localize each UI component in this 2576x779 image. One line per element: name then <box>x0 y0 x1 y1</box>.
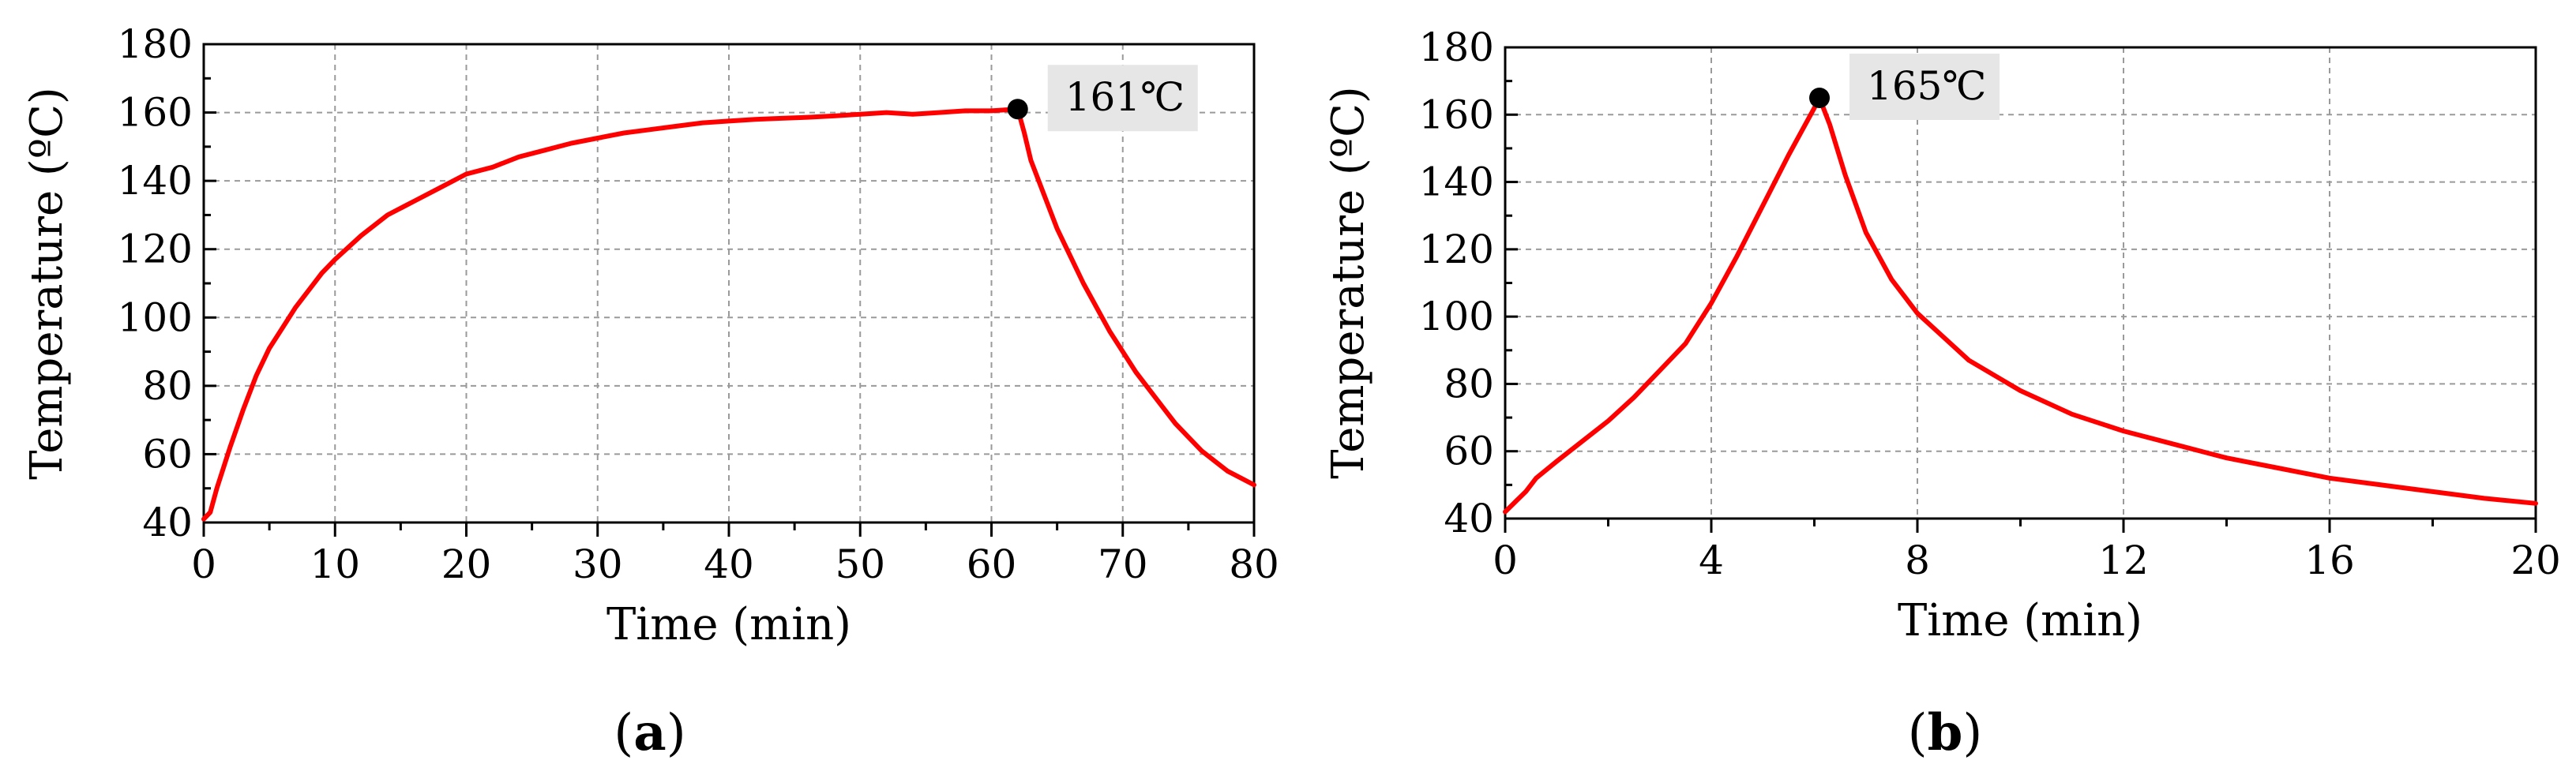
x-tick-label: 0 <box>1493 537 1518 583</box>
y-tick-label: 140 <box>118 158 193 204</box>
y-tick-label: 40 <box>1444 496 1494 541</box>
x-axis-title: Time (min) <box>1898 595 2142 646</box>
y-tick-label: 120 <box>1419 227 1494 272</box>
x-tick-label: 60 <box>967 541 1017 587</box>
peak-marker <box>1007 99 1028 120</box>
panel-label-close: ) <box>667 704 686 762</box>
tick-marks <box>202 43 1256 537</box>
panel-label: (b) <box>1908 703 1983 762</box>
annotation-label: 165℃ <box>1867 63 1986 109</box>
panel-label-letter: a <box>633 703 666 762</box>
panel-label-open: ( <box>1908 704 1928 762</box>
panel-label-close: ) <box>1962 704 1982 762</box>
x-tick-label: 20 <box>441 541 492 587</box>
x-tick-label: 80 <box>1229 541 1279 587</box>
x-tick-label: 0 <box>191 541 216 587</box>
y-tick-label: 180 <box>1419 24 1494 70</box>
panel-b: 40 60 80 100 120 140 160 180 0 4 8 12 16 20 165℃ Tim… <box>1323 24 2561 762</box>
grid-lines <box>1505 47 2536 519</box>
y-tick-label: 120 <box>118 227 193 272</box>
y-tick-label: 80 <box>142 363 193 409</box>
y-tick-label: 160 <box>1419 92 1494 137</box>
x-tick-label: 10 <box>310 541 360 587</box>
y-tick-label: 60 <box>142 431 193 477</box>
grid-lines <box>204 44 1254 522</box>
x-tick-label: 16 <box>2304 537 2355 583</box>
x-tick-label: 12 <box>2098 537 2149 583</box>
x-tick-label: 30 <box>573 541 623 587</box>
y-axis-title: Temperature (ºC) <box>1323 86 1374 479</box>
x-tick-labels: 0 10 20 30 40 50 60 70 80 <box>191 541 1279 587</box>
y-tick-label: 160 <box>118 90 193 136</box>
annotation-label: 161℃ <box>1065 74 1185 120</box>
y-tick-label: 100 <box>1419 294 1494 339</box>
y-tick-labels: 40 60 80 100 120 140 160 180 <box>1419 24 1494 541</box>
peak-annotation: 161℃ <box>1007 65 1198 132</box>
x-tick-label: 20 <box>2510 537 2561 583</box>
annotation-box <box>1047 65 1198 132</box>
x-tick-label: 8 <box>1905 537 1930 583</box>
tick-marks <box>1504 46 2537 533</box>
y-tick-label: 80 <box>1444 361 1494 406</box>
annotation-box <box>1849 53 2000 120</box>
panel-label-open: ( <box>614 704 633 762</box>
y-tick-label: 180 <box>118 21 193 67</box>
series-line <box>1503 96 2538 515</box>
peak-marker <box>1809 87 1831 108</box>
y-tick-label: 140 <box>1419 159 1494 205</box>
y-tick-label: 40 <box>142 500 193 545</box>
plot-frame <box>1504 46 2537 520</box>
peak-annotation: 165℃ <box>1809 53 2000 120</box>
y-tick-labels: 40 60 80 100 120 140 160 180 <box>118 21 193 545</box>
x-tick-label: 40 <box>704 541 754 587</box>
y-tick-label: 60 <box>1444 429 1494 474</box>
x-tick-label: 70 <box>1098 541 1148 587</box>
x-axis-title: Time (min) <box>606 599 851 650</box>
x-tick-labels: 0 4 8 12 16 20 <box>1493 537 2561 583</box>
y-axis-title: Temperature (ºC) <box>21 87 73 480</box>
x-tick-label: 50 <box>835 541 885 587</box>
y-tick-label: 100 <box>118 294 193 340</box>
panel-label: (a) <box>614 703 685 762</box>
panel-label-letter: b <box>1928 703 1963 762</box>
series-line <box>201 107 1256 522</box>
x-tick-label: 4 <box>1699 537 1724 583</box>
